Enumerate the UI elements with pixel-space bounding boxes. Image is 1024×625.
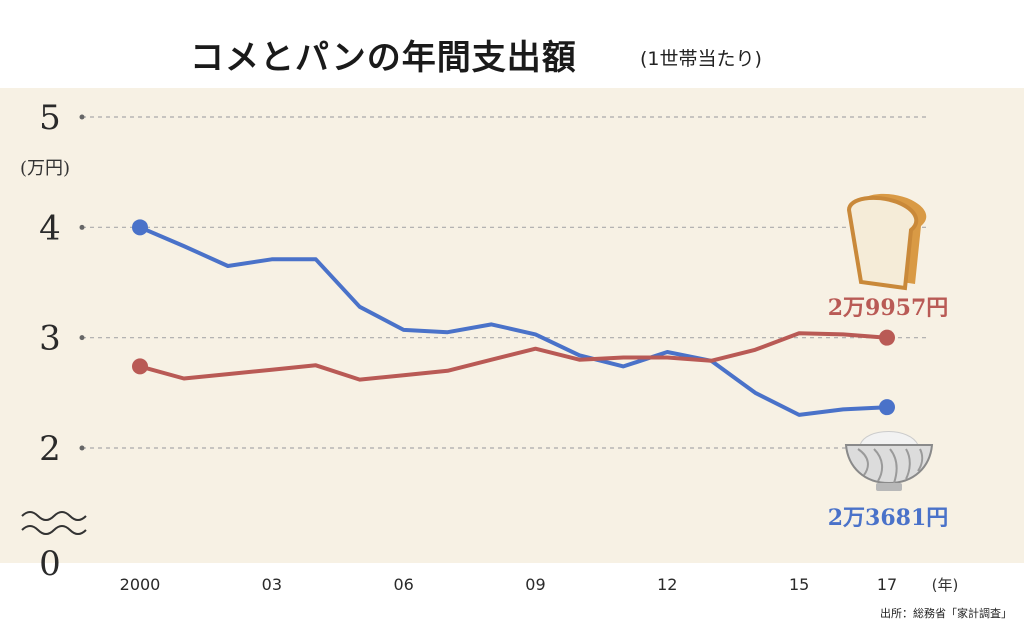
end-value-label: 2万3681円 bbox=[828, 505, 949, 531]
y-tick-label: 5 bbox=[39, 98, 61, 138]
x-tick-label: 06 bbox=[393, 575, 413, 594]
grid-lines bbox=[79, 114, 930, 451]
plot-background bbox=[0, 88, 1024, 563]
source-note: 出所：総務省「家計調査」 bbox=[880, 607, 1012, 620]
rice-bowl-icon bbox=[844, 431, 934, 491]
x-tick-label: 2000 bbox=[120, 575, 161, 594]
x-tick-labels: 2000 03 06 09 12 15 17 bbox=[120, 575, 898, 594]
series-line-0 bbox=[138, 225, 889, 417]
end-value-label: 2万9957円 bbox=[828, 295, 949, 321]
bread-icon bbox=[846, 193, 927, 291]
y-tick-mark bbox=[79, 224, 85, 230]
axis-break-icon bbox=[21, 511, 87, 535]
y-axis-label: (万円) bbox=[20, 158, 70, 179]
series-start-point bbox=[132, 219, 148, 236]
y-tick-mark bbox=[79, 114, 85, 120]
chart-title: コメとパンの年間支出額 bbox=[190, 38, 577, 78]
y-tick-label: 0 bbox=[39, 544, 61, 584]
y-tick-label: 4 bbox=[39, 208, 61, 248]
axis-break-wave bbox=[21, 525, 87, 535]
y-tick-label: 2 bbox=[39, 429, 61, 469]
y-tick-mark bbox=[79, 445, 85, 451]
x-tick-label: 03 bbox=[262, 575, 282, 594]
series-line-1 bbox=[138, 331, 889, 382]
x-tick-label: 15 bbox=[789, 575, 809, 594]
y-tick-labels: 5 4 3 2 0 bbox=[39, 98, 61, 584]
x-axis-band bbox=[0, 563, 1024, 625]
x-tick-label: 09 bbox=[525, 575, 545, 594]
y-tick-label: 3 bbox=[39, 319, 61, 359]
x-tick-label: 17 bbox=[877, 575, 897, 594]
series-lines bbox=[132, 219, 895, 417]
y-tick-mark bbox=[79, 335, 85, 341]
chart-subtitle: (1世帯当たり) bbox=[640, 48, 762, 70]
series-end-point bbox=[879, 399, 895, 416]
axis-break-wave bbox=[21, 511, 87, 521]
series-start-point bbox=[132, 358, 148, 375]
x-tick-label: 12 bbox=[657, 575, 677, 594]
x-axis-unit: (年) bbox=[932, 576, 959, 594]
end-value-labels: 2万3681円 2万9957円 bbox=[828, 295, 949, 531]
series-end-point bbox=[879, 329, 895, 346]
